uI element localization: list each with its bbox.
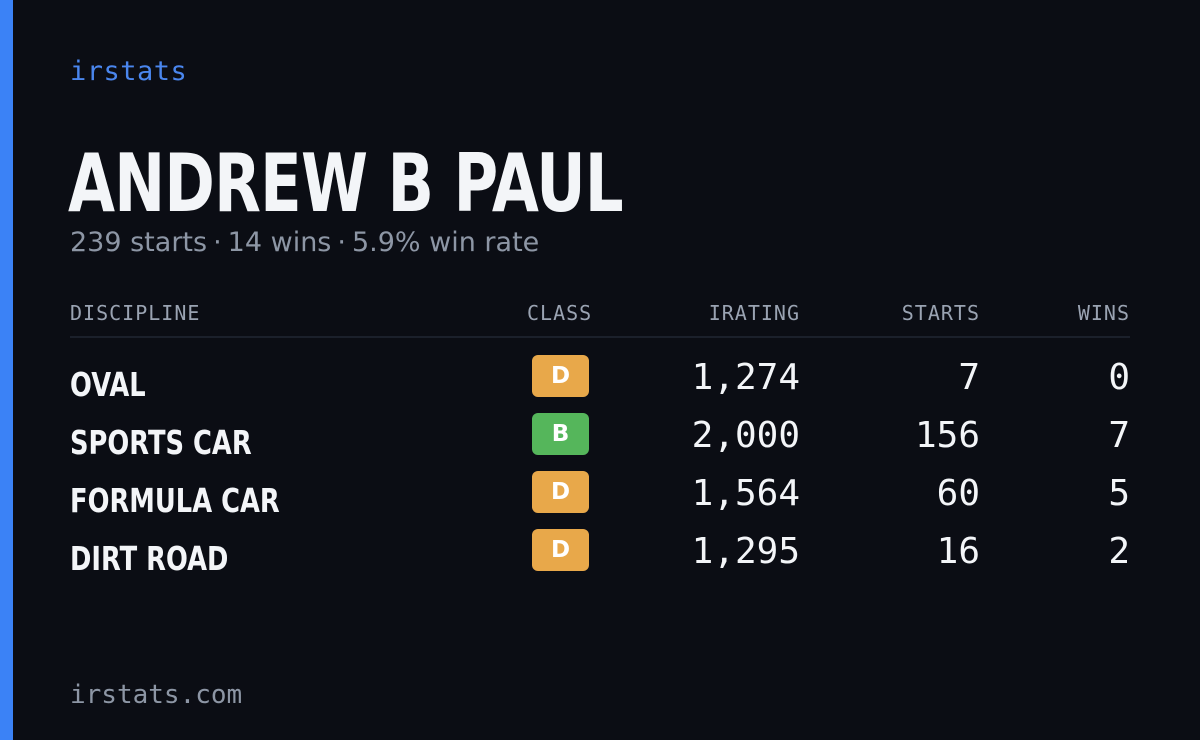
accent-bar — [0, 0, 13, 740]
table-row: FORMULA CAR D 1,564 60 5 — [0, 471, 1200, 529]
starts-summary: 239 starts — [70, 227, 208, 258]
irating-value: 1,564 — [691, 473, 800, 514]
discipline-name: FORMULA CAR — [70, 481, 280, 520]
discipline-name: SPORTS CAR — [70, 423, 252, 462]
table-row: SPORTS CAR B 2,000 156 7 — [0, 413, 1200, 471]
license-class-badge: D — [532, 471, 589, 513]
license-class-badge: B — [532, 413, 589, 455]
discipline-name: DIRT ROAD — [70, 539, 229, 578]
starts-value: 16 — [936, 531, 980, 572]
wins-value: 7 — [1108, 415, 1130, 456]
license-class-badge: D — [532, 529, 589, 571]
footer-link[interactable]: irstats.com — [70, 680, 243, 710]
table-row: OVAL D 1,274 7 0 — [0, 355, 1200, 413]
starts-value: 156 — [914, 415, 980, 456]
irating-value: 1,274 — [691, 357, 800, 398]
irating-value: 2,000 — [691, 415, 800, 456]
column-header-starts: STARTS — [901, 301, 980, 325]
starts-value: 60 — [936, 473, 980, 514]
discipline-name: OVAL — [70, 365, 146, 404]
column-header-discipline: DISCIPLINE — [70, 301, 201, 325]
player-name: ANDREW B PAUL — [68, 137, 624, 230]
table-row: DIRT ROAD D 1,295 16 2 — [0, 529, 1200, 587]
irating-value: 1,295 — [691, 531, 800, 572]
column-header-irating: IRATING — [708, 301, 800, 325]
wins-summary: 14 wins — [227, 227, 332, 258]
wins-value: 5 — [1108, 473, 1130, 514]
license-class-badge: D — [532, 355, 589, 397]
table-divider — [70, 336, 1130, 338]
win-rate-summary: 5.9% win rate — [351, 227, 540, 258]
player-summary: 239 starts · 14 wins · 5.9% win rate — [70, 227, 539, 258]
brand-logo[interactable]: irstats — [70, 56, 188, 87]
column-header-wins: WINS — [1077, 301, 1130, 325]
summary-separator: · — [337, 227, 346, 258]
summary-separator: · — [213, 227, 222, 258]
wins-value: 2 — [1108, 531, 1130, 572]
starts-value: 7 — [958, 357, 980, 398]
column-header-class: CLASS — [527, 301, 593, 325]
wins-value: 0 — [1108, 357, 1130, 398]
